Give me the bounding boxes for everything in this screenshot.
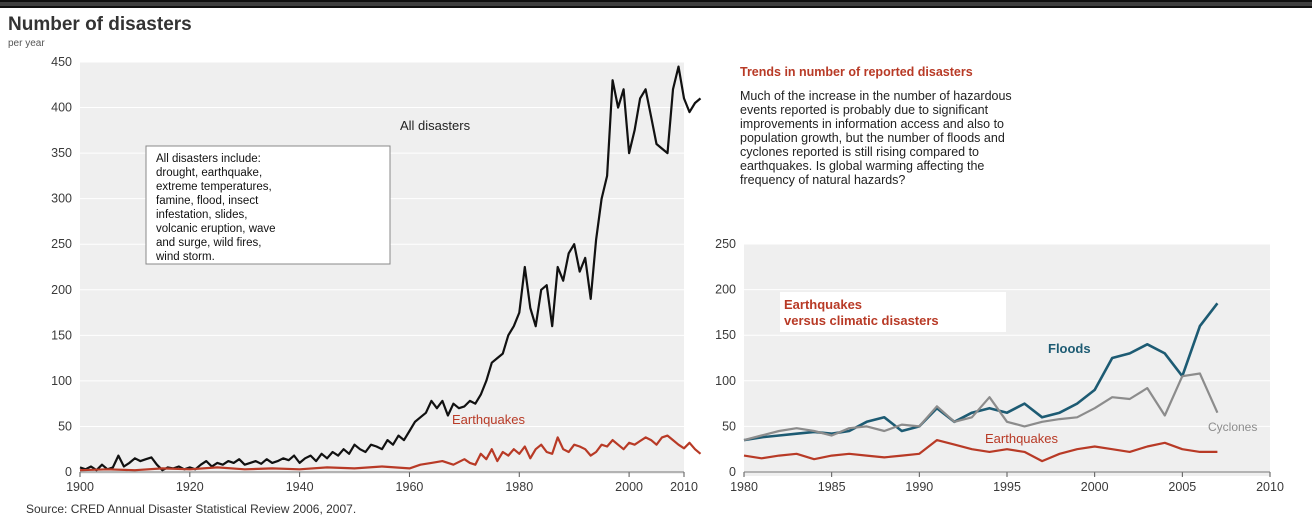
trend-line-4: population growth, but the number of flo… bbox=[740, 131, 1005, 145]
left-y-tick-label: 150 bbox=[51, 328, 72, 342]
right-x-tick-label: 2005 bbox=[1168, 480, 1196, 494]
left-x-tick-label: 2010 bbox=[670, 480, 698, 494]
top-strip bbox=[0, 0, 1312, 8]
left-x-tick-label: 1920 bbox=[176, 480, 204, 494]
left-y-tick-label: 0 bbox=[65, 465, 72, 479]
trend-line-2: events reported is probably due to signi… bbox=[740, 103, 989, 117]
note-line-8: wind storm. bbox=[155, 251, 215, 263]
right-y-axis: 0 50 100 150 200 250 bbox=[715, 237, 736, 479]
left-x-tick-label: 1960 bbox=[396, 480, 424, 494]
left-y-tick-label: 200 bbox=[51, 283, 72, 297]
left-y-axis: 0 50 100 150 200 250 300 350 400 450 bbox=[51, 55, 72, 479]
right-plot-background bbox=[744, 244, 1270, 476]
left-y-tick-label: 450 bbox=[51, 55, 72, 69]
earthquakes-label-left: Earthquakes bbox=[452, 412, 525, 427]
left-y-tick-label: 100 bbox=[51, 374, 72, 388]
left-y-tick-label: 50 bbox=[58, 419, 72, 433]
right-series-cyclones-line bbox=[743, 372, 1219, 442]
right-x-axis: 1980 1985 1990 1995 2000 2005 2010 bbox=[730, 471, 1284, 494]
right-chart-title-box bbox=[780, 292, 1006, 332]
left-plot-background bbox=[80, 62, 684, 474]
figure-title: Number of disasters bbox=[8, 14, 192, 35]
right-y-tick-label: 150 bbox=[715, 328, 736, 342]
trend-heading: Trends in number of reported disasters bbox=[740, 65, 973, 79]
source-note: Source: CRED Annual Disaster Statistical… bbox=[26, 502, 356, 516]
note-line-1: All disasters include: bbox=[156, 153, 261, 165]
trend-text: Trends in number of reported disasters M… bbox=[740, 65, 1012, 187]
right-x-tick-label: 2000 bbox=[1081, 480, 1109, 494]
definition-note: All disasters include: drought, earthqua… bbox=[145, 145, 391, 265]
right-x-tick-label: 1995 bbox=[993, 480, 1021, 494]
trend-line-3: improvements in information access and a… bbox=[740, 117, 1004, 131]
trend-line-7: frequency of natural hazards? bbox=[740, 173, 905, 187]
all-disasters-label: All disasters bbox=[400, 118, 471, 133]
right-chart-title-line-1: Earthquakes bbox=[784, 297, 862, 312]
note-line-5: infestation, slides, bbox=[156, 209, 247, 221]
left-x-tick-label: 1900 bbox=[66, 480, 94, 494]
left-x-tick-label: 1940 bbox=[286, 480, 314, 494]
note-line-6: volcanic eruption, wave bbox=[156, 223, 276, 235]
right-series bbox=[743, 302, 1219, 463]
earthquakes-label-right: Earthquakes bbox=[985, 431, 1058, 446]
left-y-tick-label: 400 bbox=[51, 101, 72, 115]
right-x-tick-label: 1985 bbox=[818, 480, 846, 494]
right-x-tick-label: 2010 bbox=[1256, 480, 1284, 494]
left-x-tick-label: 1980 bbox=[505, 480, 533, 494]
right-series-earthquakes-line bbox=[743, 439, 1218, 463]
cyclones-label: Cyclones bbox=[1208, 420, 1257, 434]
floods-label: Floods bbox=[1048, 341, 1091, 356]
left-series bbox=[79, 65, 702, 472]
definition-note-box bbox=[145, 145, 391, 265]
climatic-vs-earthquakes-chart: 0 50 100 150 200 250 1980 1985 1990 1995 2000 2005… bbox=[715, 237, 1284, 494]
left-y-tick-label: 350 bbox=[51, 146, 72, 160]
right-y-tick-label: 0 bbox=[729, 465, 736, 479]
note-line-7: and surge, wild fires, bbox=[156, 237, 261, 249]
right-y-tick-label: 100 bbox=[715, 374, 736, 388]
right-y-tick-label: 200 bbox=[715, 283, 736, 297]
trend-line-1: Much of the increase in the number of ha… bbox=[740, 89, 1012, 103]
figure-subtitle: per year bbox=[8, 38, 45, 49]
left-y-tick-label: 300 bbox=[51, 192, 72, 206]
left-series-earthquakes-line bbox=[79, 434, 702, 472]
note-line-3: extreme temperatures, bbox=[156, 181, 272, 193]
note-line-4: famine, flood, insect bbox=[156, 195, 259, 207]
left-x-tick-label: 2000 bbox=[615, 480, 643, 494]
trend-line-6: earthquakes. Is global warming affecting… bbox=[740, 159, 984, 173]
right-x-tick-label: 1990 bbox=[905, 480, 933, 494]
right-chart-title-line-2: versus climatic disasters bbox=[784, 313, 939, 328]
left-y-tick-label: 250 bbox=[51, 237, 72, 251]
all-disasters-chart: 0 50 100 150 200 250 300 350 400 450 1900 1920 1940… bbox=[51, 55, 702, 494]
right-y-tick-label: 250 bbox=[715, 237, 736, 251]
right-y-tick-label: 50 bbox=[722, 419, 736, 433]
right-x-tick-label: 1980 bbox=[730, 480, 758, 494]
left-x-axis: 1900 1920 1940 1960 1980 2000 2010 bbox=[66, 471, 698, 494]
trend-line-5: cyclones reported is still rising compar… bbox=[740, 145, 979, 159]
note-line-2: drought, earthquake, bbox=[156, 167, 262, 179]
